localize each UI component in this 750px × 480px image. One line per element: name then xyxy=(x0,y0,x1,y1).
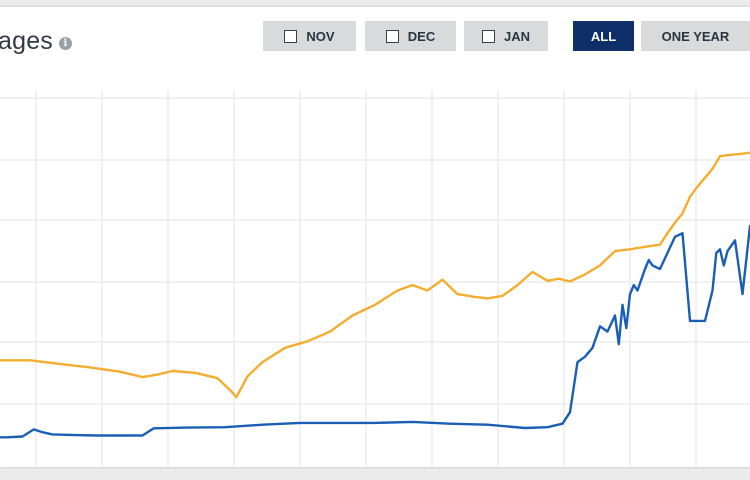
jan-label: JAN xyxy=(503,28,530,44)
line-chart xyxy=(0,90,750,467)
jan-button[interactable]: JAN xyxy=(464,21,548,51)
dec-label: DEC xyxy=(407,28,436,44)
chart-title-text: ages xyxy=(0,27,54,55)
chart-title: ages i xyxy=(0,27,73,56)
chart-panel: ages i NOV DEC JAN ALL ONE YEAR xyxy=(0,7,750,467)
one-year-label: ONE YEAR xyxy=(661,28,730,44)
nov-label: NOV xyxy=(306,28,335,44)
all-label: ALL xyxy=(590,28,617,44)
all-button[interactable]: ALL xyxy=(573,21,634,51)
nov-button[interactable]: NOV xyxy=(263,21,356,51)
series-line-1 xyxy=(0,151,750,399)
series-line-2 xyxy=(0,224,750,439)
jan-checkbox[interactable] xyxy=(481,29,495,43)
nov-checkbox[interactable] xyxy=(284,29,298,43)
chart-area xyxy=(0,90,750,467)
dec-checkbox[interactable] xyxy=(385,29,399,43)
info-icon[interactable]: i xyxy=(59,37,73,50)
dec-button[interactable]: DEC xyxy=(365,21,456,51)
one-year-button[interactable]: ONE YEAR xyxy=(641,21,750,51)
